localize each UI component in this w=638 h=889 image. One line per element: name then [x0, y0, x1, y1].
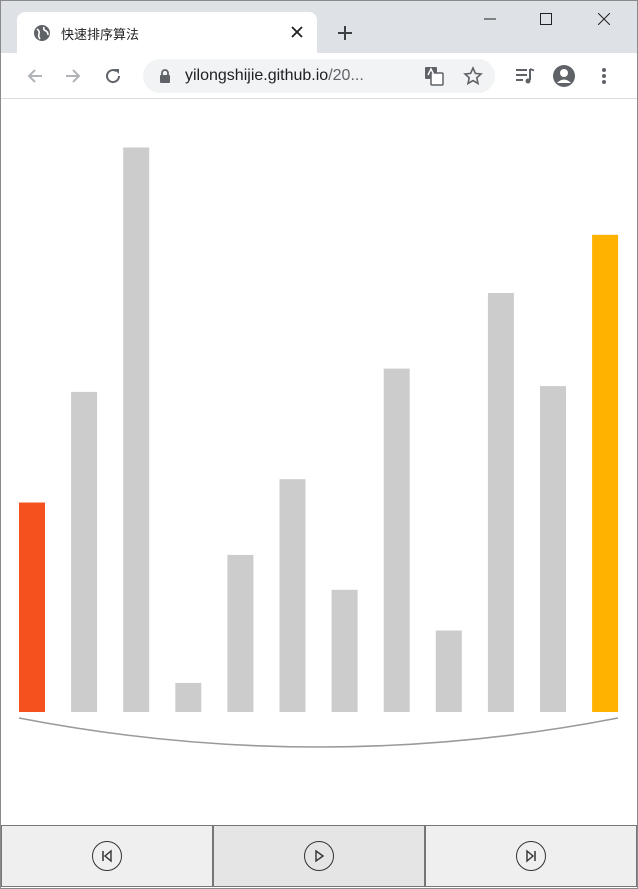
bar-2	[123, 147, 150, 712]
bar-0	[19, 502, 45, 712]
bar-9	[487, 293, 514, 712]
translate-button[interactable]	[420, 62, 448, 90]
browser-toolbar: yilongshijie.github.io/20...	[1, 53, 637, 99]
bar-3	[175, 682, 202, 712]
bar-1	[71, 391, 98, 712]
bar-10	[540, 386, 566, 712]
arrow-right-icon	[66, 69, 81, 83]
new-tab-button[interactable]	[331, 19, 359, 47]
quicksort-bar-chart	[18, 147, 619, 748]
maximize-icon	[540, 13, 552, 25]
bar-5	[279, 479, 306, 712]
account-circle-icon	[553, 65, 575, 87]
replay-button[interactable]	[213, 825, 425, 887]
star-icon	[463, 66, 483, 86]
more-vert-icon	[602, 68, 606, 84]
translate-icon	[425, 67, 444, 86]
baseline-curve	[18, 717, 619, 748]
skip-next-icon	[516, 841, 546, 871]
bar-8	[435, 630, 462, 712]
page-content	[1, 100, 637, 825]
minimize-icon	[484, 18, 496, 20]
media-control-button[interactable]	[511, 62, 539, 90]
tab-title: 快速排序算法	[61, 28, 140, 43]
playback-controls	[1, 825, 637, 889]
url-text: yilongshijie.github.io/20...	[185, 67, 364, 85]
tab-close-icon[interactable]	[287, 22, 307, 42]
lock-icon	[160, 69, 170, 83]
profile-button[interactable]	[550, 62, 578, 90]
close-window-button[interactable]	[575, 1, 633, 37]
address-bar[interactable]: yilongshijie.github.io/20...	[143, 59, 495, 93]
reload-button[interactable]	[99, 62, 127, 90]
title-bar: 快速排序算法	[1, 1, 637, 53]
minimize-button[interactable]	[461, 1, 519, 37]
replay-icon	[304, 841, 334, 871]
browser-tab[interactable]: 快速排序算法	[17, 12, 317, 53]
step-back-button[interactable]	[1, 825, 213, 887]
close-icon	[598, 13, 610, 25]
bar-7	[383, 368, 410, 712]
bar-4	[227, 554, 254, 712]
bookmark-star-button[interactable]	[459, 62, 487, 90]
maximize-button[interactable]	[517, 1, 575, 37]
bar-6	[331, 589, 358, 712]
url-path: /20...	[328, 67, 364, 84]
reload-icon	[106, 69, 121, 84]
arrow-left-icon	[27, 69, 42, 83]
forward-button[interactable]	[59, 62, 87, 90]
browser-menu-button[interactable]	[590, 62, 618, 90]
step-forward-button[interactable]	[425, 825, 637, 887]
skip-previous-icon	[92, 841, 122, 871]
globe-icon	[34, 25, 50, 41]
playlist-music-icon	[516, 68, 535, 84]
bar-11	[592, 234, 619, 713]
back-button[interactable]	[21, 62, 49, 90]
url-host: yilongshijie.github.io	[185, 67, 329, 84]
